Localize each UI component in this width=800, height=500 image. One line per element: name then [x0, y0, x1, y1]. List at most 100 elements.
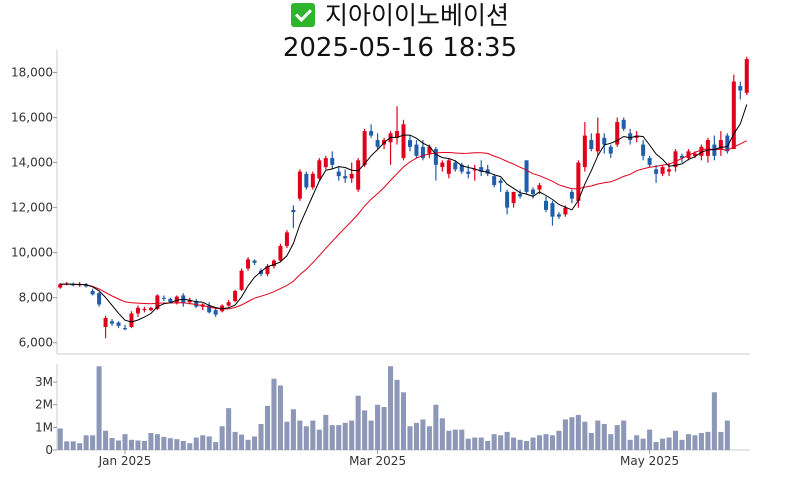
volume-bar — [64, 441, 70, 450]
candle-body — [259, 270, 264, 275]
candle-body — [336, 171, 341, 177]
candle-body — [731, 81, 736, 150]
candle-body — [349, 173, 354, 179]
candle-body — [427, 146, 432, 154]
candle-body — [615, 122, 620, 145]
candle-body — [168, 298, 173, 303]
candle-body — [420, 146, 425, 159]
x-tick-label: Jan 2025 — [98, 454, 152, 468]
volume-bar — [388, 366, 394, 450]
volume-bar — [180, 440, 186, 450]
volume-bar — [711, 392, 717, 450]
volume-bar — [174, 439, 180, 450]
candle-body — [479, 167, 484, 172]
candle-body — [667, 169, 672, 172]
candle-body — [135, 307, 140, 314]
volume-bar — [588, 433, 594, 450]
volume-bar — [206, 436, 212, 450]
volume-bar — [478, 437, 484, 450]
volume-y-tick-label: 0 — [45, 443, 53, 457]
candle-body — [330, 158, 335, 165]
candle-body — [634, 135, 639, 138]
volume-bar — [556, 430, 562, 450]
price-y-tick-label: 16,000 — [11, 111, 53, 125]
chart-title: 지아이이노베이션 — [0, 1, 800, 31]
candle-body — [660, 167, 665, 174]
candle-body — [226, 302, 231, 306]
volume-bar — [511, 437, 517, 450]
candle-body — [97, 293, 102, 305]
volume-bar — [724, 420, 730, 450]
candle-body — [647, 158, 652, 165]
price-y-tick-label: 10,000 — [11, 246, 53, 260]
candle-body — [265, 266, 270, 275]
volume-bar — [407, 426, 413, 450]
candle-body — [511, 191, 516, 204]
candle-body — [472, 169, 477, 171]
candle-body — [440, 162, 445, 168]
price-y-tick-label: 8,000 — [19, 291, 53, 305]
candle-body — [343, 176, 348, 179]
volume-bar — [472, 437, 478, 450]
volume-bar — [187, 443, 193, 450]
candle-body — [375, 140, 380, 147]
volume-bar — [685, 434, 691, 450]
candle-body — [252, 260, 257, 263]
volume-bar — [718, 431, 724, 450]
candle-body — [271, 260, 276, 267]
volume-bar — [614, 425, 620, 450]
volume-bar — [381, 407, 387, 450]
volume-bar — [239, 434, 245, 450]
volume-bar — [413, 422, 419, 450]
volume-bar — [536, 435, 543, 450]
candle-body — [103, 317, 108, 327]
volume-bar — [375, 404, 381, 450]
volume-bar — [245, 439, 251, 450]
candle-body — [291, 209, 296, 213]
volume-bar — [446, 430, 452, 450]
price-y-tick-label: 14,000 — [11, 156, 53, 170]
volume-bar — [349, 420, 355, 450]
candle-body — [207, 305, 212, 313]
volume-bar — [284, 421, 290, 450]
volume-bar — [264, 405, 271, 450]
volume-bar — [258, 423, 264, 450]
volume-bar — [271, 378, 277, 450]
volume-bars-layer — [57, 366, 730, 450]
candle-body — [90, 290, 95, 295]
volume-y-tick-label: 2M — [35, 398, 53, 412]
volume-bar — [595, 420, 601, 450]
price-y-tick-label: 6,000 — [19, 336, 53, 350]
volume-bar — [83, 435, 89, 450]
volume-bar — [569, 417, 575, 450]
volume-bar — [252, 436, 258, 450]
candle-body — [582, 135, 587, 168]
candle-body — [239, 270, 244, 290]
candle-body — [718, 140, 723, 150]
volume-bar — [232, 431, 238, 450]
candle-body — [466, 171, 471, 174]
candle-body — [161, 297, 166, 299]
check-mark-icon — [290, 3, 315, 27]
candle-body — [362, 131, 367, 165]
candle-body — [414, 144, 419, 156]
volume-bar — [426, 426, 432, 450]
volume-bar — [549, 435, 555, 450]
candle-body — [284, 232, 289, 246]
volume-bar — [310, 420, 316, 450]
candle-body — [194, 301, 199, 307]
candle-body — [110, 321, 115, 324]
price-y-axis: 6,000 8,000 10,000 12,000 14,000 16,000 18,000 — [11, 66, 57, 350]
volume-bar — [109, 438, 115, 450]
volume-bar — [491, 434, 497, 450]
volume-bar — [96, 366, 102, 450]
volume-bar — [77, 443, 83, 450]
candle-body — [155, 295, 160, 309]
volume-bar — [698, 433, 704, 450]
volume-bar — [355, 395, 361, 450]
volume-bar — [297, 420, 303, 450]
candle-body — [518, 194, 523, 197]
candle-body — [556, 214, 561, 217]
